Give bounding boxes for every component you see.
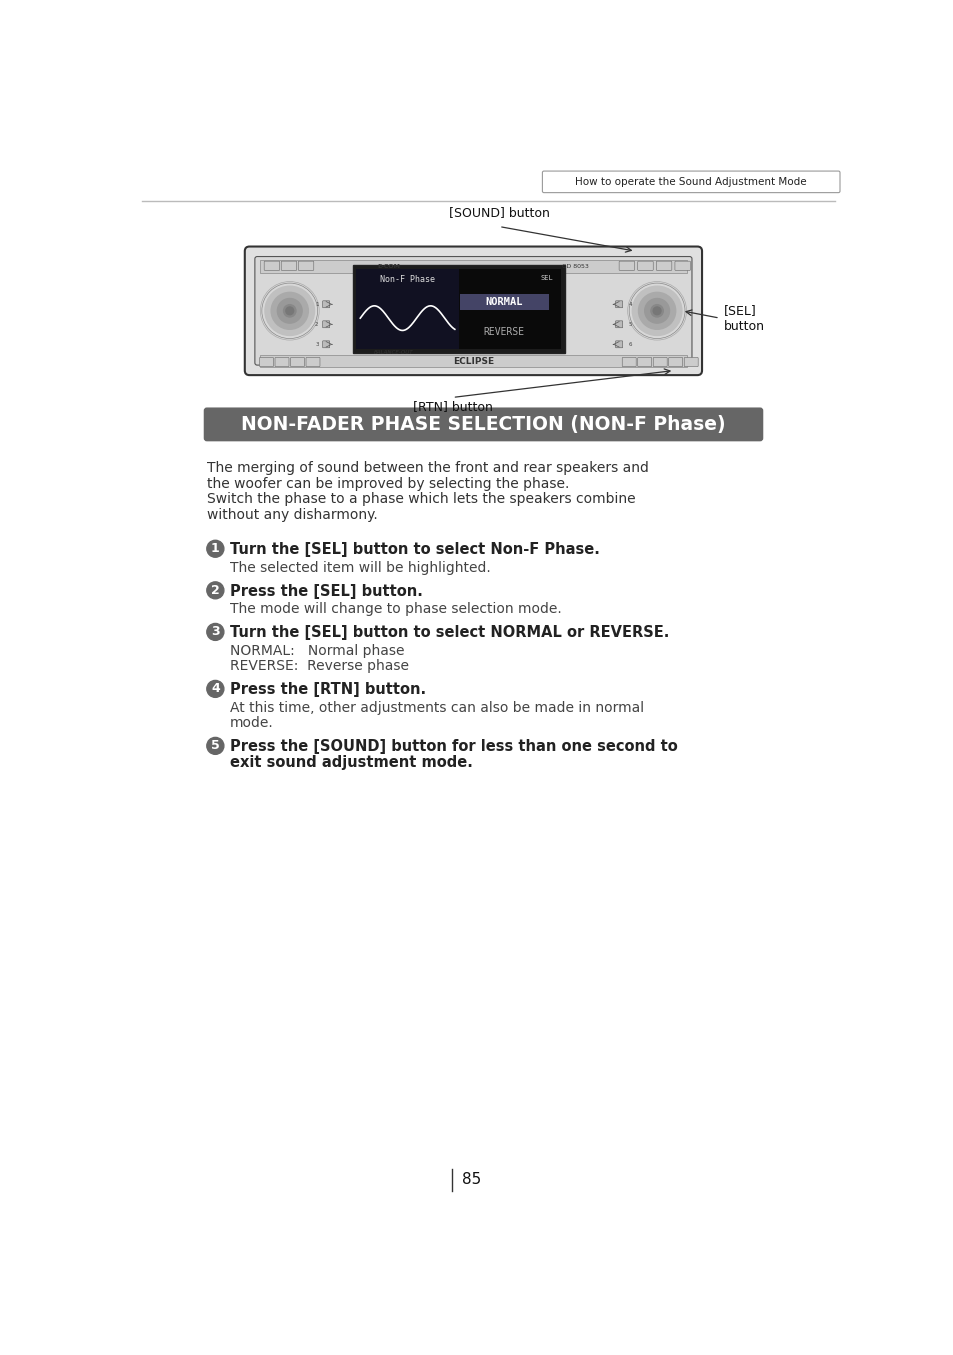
- Circle shape: [653, 308, 660, 314]
- Text: REVERSE: REVERSE: [483, 327, 524, 337]
- Text: NORMAL: NORMAL: [485, 297, 522, 308]
- FancyBboxPatch shape: [674, 262, 690, 271]
- FancyBboxPatch shape: [542, 171, 840, 192]
- Text: 1: 1: [211, 542, 219, 556]
- FancyBboxPatch shape: [683, 358, 698, 367]
- Text: Press the [SOUND] button for less than one second to: Press the [SOUND] button for less than o…: [230, 740, 678, 755]
- FancyBboxPatch shape: [656, 262, 671, 271]
- Text: 4: 4: [211, 683, 219, 695]
- FancyBboxPatch shape: [291, 358, 304, 367]
- FancyBboxPatch shape: [615, 301, 622, 308]
- Text: 85: 85: [461, 1172, 480, 1187]
- Circle shape: [271, 293, 308, 329]
- FancyBboxPatch shape: [356, 268, 458, 350]
- Text: mode.: mode.: [230, 717, 274, 730]
- Text: the woofer can be improved by selecting the phase.: the woofer can be improved by selecting …: [207, 477, 569, 491]
- Circle shape: [265, 286, 314, 336]
- Circle shape: [207, 737, 224, 755]
- Text: 2: 2: [314, 321, 318, 327]
- Text: Press the [SEL] button.: Press the [SEL] button.: [230, 584, 422, 599]
- Text: 6: 6: [628, 341, 631, 347]
- Text: Turn the [SEL] button to select NORMAL or REVERSE.: Turn the [SEL] button to select NORMAL o…: [230, 626, 669, 641]
- Circle shape: [286, 308, 294, 314]
- FancyBboxPatch shape: [322, 341, 330, 348]
- Text: [SOUND] button: [SOUND] button: [448, 206, 549, 218]
- Text: 5: 5: [211, 740, 219, 752]
- FancyBboxPatch shape: [298, 262, 314, 271]
- FancyBboxPatch shape: [274, 358, 289, 367]
- FancyBboxPatch shape: [615, 341, 622, 348]
- Text: 3: 3: [211, 626, 219, 638]
- Text: BALANCE-OUT: BALANCE-OUT: [373, 350, 413, 355]
- FancyBboxPatch shape: [306, 358, 319, 367]
- Text: Non-F Phase: Non-F Phase: [379, 275, 435, 285]
- FancyBboxPatch shape: [260, 355, 686, 367]
- FancyBboxPatch shape: [637, 358, 651, 367]
- Circle shape: [644, 298, 669, 322]
- Text: exit sound adjustment mode.: exit sound adjustment mode.: [230, 756, 473, 771]
- Circle shape: [207, 581, 224, 599]
- Text: 3: 3: [314, 341, 318, 347]
- FancyBboxPatch shape: [615, 321, 622, 328]
- Text: Switch the phase to a phase which lets the speakers combine: Switch the phase to a phase which lets t…: [207, 492, 635, 507]
- Circle shape: [638, 293, 675, 329]
- FancyBboxPatch shape: [356, 268, 560, 350]
- Text: 4: 4: [628, 302, 631, 306]
- Text: Turn the [SEL] button to select Non-F Phase.: Turn the [SEL] button to select Non-F Ph…: [230, 542, 599, 557]
- Circle shape: [283, 305, 295, 317]
- Text: 5: 5: [628, 321, 631, 327]
- Text: NON-FADER PHASE SELECTION (NON-F Phase): NON-FADER PHASE SELECTION (NON-F Phase): [241, 415, 725, 434]
- FancyBboxPatch shape: [322, 301, 330, 308]
- FancyBboxPatch shape: [322, 321, 330, 328]
- FancyBboxPatch shape: [260, 260, 686, 272]
- Circle shape: [632, 286, 681, 336]
- FancyBboxPatch shape: [459, 294, 548, 310]
- Circle shape: [207, 541, 224, 557]
- FancyBboxPatch shape: [281, 262, 296, 271]
- FancyBboxPatch shape: [621, 358, 636, 367]
- Text: CD 8053: CD 8053: [561, 264, 588, 270]
- FancyBboxPatch shape: [264, 262, 279, 271]
- FancyBboxPatch shape: [254, 256, 691, 364]
- Text: E-COM: E-COM: [377, 264, 400, 270]
- FancyBboxPatch shape: [204, 408, 762, 442]
- FancyBboxPatch shape: [353, 266, 564, 352]
- Circle shape: [277, 298, 302, 322]
- Circle shape: [207, 623, 224, 641]
- Text: ECLIPSE: ECLIPSE: [453, 356, 494, 366]
- Text: The mode will change to phase selection mode.: The mode will change to phase selection …: [230, 602, 561, 617]
- Circle shape: [207, 680, 224, 698]
- Text: Press the [RTN] button.: Press the [RTN] button.: [230, 683, 426, 698]
- Text: 1: 1: [314, 302, 318, 306]
- Text: The merging of sound between the front and rear speakers and: The merging of sound between the front a…: [207, 461, 648, 476]
- FancyBboxPatch shape: [668, 358, 682, 367]
- FancyBboxPatch shape: [259, 358, 274, 367]
- Text: NORMAL:   Normal phase: NORMAL: Normal phase: [230, 644, 404, 657]
- Text: How to operate the Sound Adjustment Mode: How to operate the Sound Adjustment Mode: [575, 178, 806, 187]
- FancyBboxPatch shape: [637, 262, 653, 271]
- Text: The selected item will be highlighted.: The selected item will be highlighted.: [230, 561, 490, 575]
- Text: At this time, other adjustments can also be made in normal: At this time, other adjustments can also…: [230, 701, 643, 715]
- Circle shape: [650, 305, 662, 317]
- Text: [RTN] button: [RTN] button: [412, 400, 492, 413]
- FancyBboxPatch shape: [618, 262, 634, 271]
- FancyBboxPatch shape: [653, 358, 666, 367]
- FancyBboxPatch shape: [245, 247, 701, 375]
- Text: SEL: SEL: [540, 275, 553, 280]
- Text: without any disharmony.: without any disharmony.: [207, 508, 377, 522]
- Text: [SEL]
button: [SEL] button: [723, 304, 764, 332]
- Text: REVERSE:  Reverse phase: REVERSE: Reverse phase: [230, 660, 409, 673]
- Text: 2: 2: [211, 584, 219, 596]
